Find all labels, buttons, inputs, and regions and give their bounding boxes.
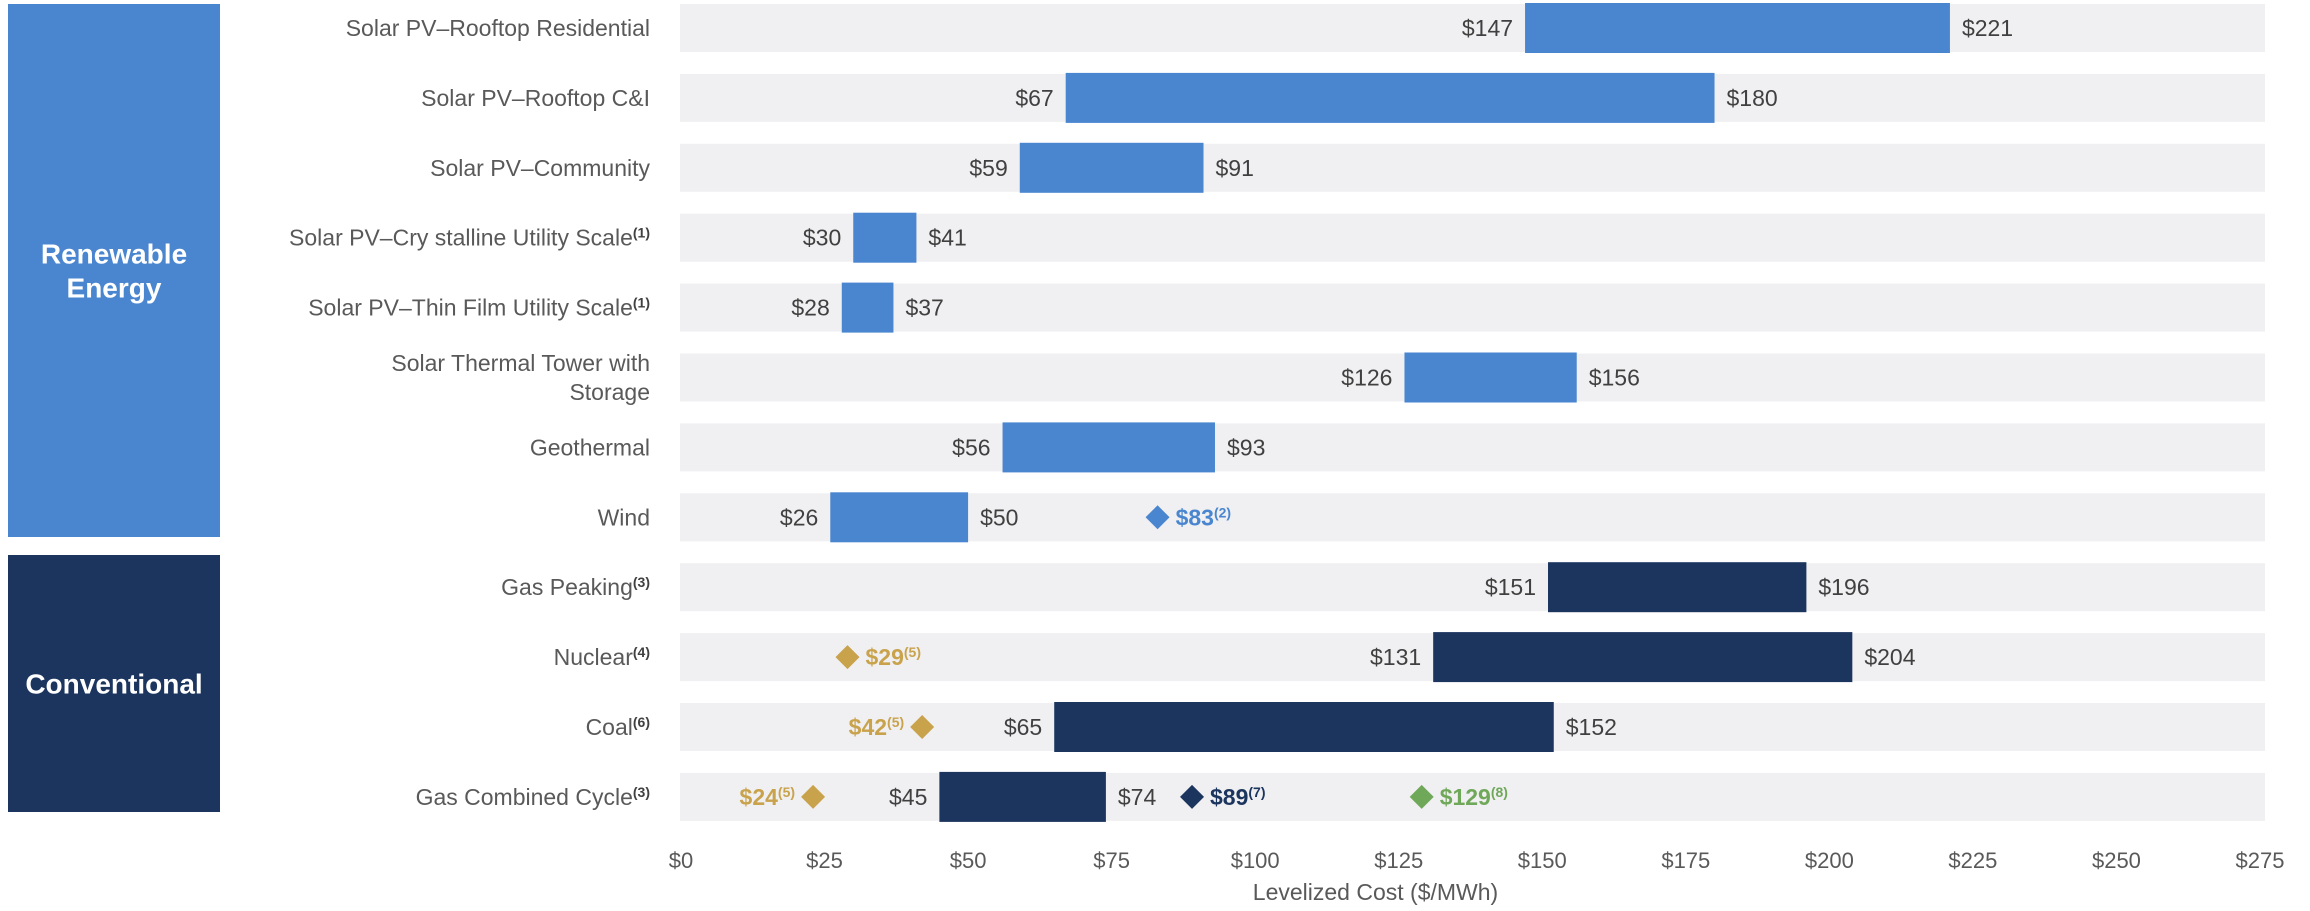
range-bar-0: [1525, 3, 1950, 53]
range-bar-2: [1019, 142, 1204, 193]
marker-diamond-0: [1145, 505, 1170, 530]
group-box-0: [8, 4, 220, 537]
marker-diamond-5: [1409, 784, 1434, 809]
x-tick-label-11: $275: [2236, 848, 2285, 873]
category-label-9: Nuclear(4): [554, 644, 650, 670]
high-label-5: $156: [1589, 365, 1640, 391]
low-label-8: $151: [1485, 574, 1536, 600]
low-label-3: $30: [803, 225, 841, 251]
category-label-5-1: Storage: [569, 379, 650, 405]
low-label-10: $65: [1004, 714, 1042, 740]
range-bar-8: [1548, 562, 1807, 613]
low-label-6: $56: [952, 434, 990, 460]
low-label-11: $45: [889, 784, 927, 810]
range-bar-6: [1002, 422, 1215, 473]
x-axis-title: Levelized Cost ($/MWh): [1253, 879, 1498, 905]
low-label-2: $59: [969, 155, 1007, 181]
marker-label-3: $24(5): [740, 784, 796, 810]
low-label-4: $28: [791, 295, 829, 321]
group-label-0-0: Renewable: [41, 239, 187, 270]
x-tick-label-7: $175: [1661, 848, 1710, 873]
marker-diamond-1: [835, 645, 860, 670]
range-bar-4: [841, 282, 894, 333]
x-tick-label-2: $50: [950, 848, 987, 873]
x-tick-label-10: $250: [2092, 848, 2141, 873]
category-label-10: Coal(6): [586, 714, 650, 740]
row-band: [680, 423, 2265, 472]
category-label-4: Solar PV–Thin Film Utility Scale(1): [308, 295, 650, 321]
range-bar-3: [853, 212, 917, 263]
x-tick-label-4: $100: [1231, 848, 1280, 873]
x-tick-label-1: $25: [806, 848, 843, 873]
marker-label-5: $129(8): [1440, 784, 1508, 810]
group-label-0-1: Energy: [67, 273, 162, 304]
category-label-6: Geothermal: [530, 434, 650, 460]
row-band: [680, 563, 2265, 612]
high-label-8: $196: [1818, 574, 1869, 600]
marker-diamond-2: [910, 715, 935, 739]
marker-label-4: $89(7): [1210, 784, 1266, 810]
row-band: [680, 143, 2265, 192]
high-label-7: $50: [980, 504, 1018, 530]
category-label-5-0: Solar Thermal Tower with: [391, 350, 650, 376]
low-label-0: $147: [1462, 15, 1513, 41]
category-label-2: Solar PV–Community: [430, 155, 650, 181]
x-tick-label-8: $200: [1805, 848, 1854, 873]
marker-diamond-4: [1180, 784, 1205, 809]
low-label-7: $26: [780, 504, 818, 530]
high-label-9: $204: [1864, 644, 1915, 670]
row-band: [680, 4, 2265, 52]
group-box-1: [8, 555, 220, 812]
category-label-7: Wind: [598, 504, 650, 530]
row-band: [680, 213, 2265, 262]
x-tick-label-3: $75: [1093, 848, 1130, 873]
high-label-2: $91: [1216, 155, 1254, 181]
category-label-3: Solar PV–Cry stalline Utility Scale(1): [289, 225, 650, 251]
high-label-0: $221: [1962, 15, 2013, 41]
category-label-8: Gas Peaking(3): [501, 574, 650, 600]
range-bar-11: [939, 771, 1106, 822]
group-label-1-0: Conventional: [25, 669, 202, 700]
range-bar-9: [1433, 632, 1853, 683]
high-label-10: $152: [1566, 714, 1617, 740]
high-label-1: $180: [1727, 85, 1778, 111]
x-tick-label-9: $225: [1948, 848, 1997, 873]
category-label-11: Gas Combined Cycle(3): [416, 784, 650, 810]
high-label-3: $41: [928, 225, 966, 251]
marker-label-0: $83(2): [1176, 504, 1232, 530]
range-bar-1: [1065, 72, 1715, 123]
marker-diamond-3: [801, 784, 826, 809]
category-label-0: Solar PV–Rooftop Residential: [346, 15, 650, 41]
category-label-1: Solar PV–Rooftop C&I: [421, 85, 650, 111]
low-label-9: $131: [1370, 644, 1421, 670]
high-label-11: $74: [1118, 784, 1157, 810]
low-label-5: $126: [1341, 365, 1392, 391]
marker-label-1: $29(5): [866, 644, 922, 670]
high-label-6: $93: [1227, 434, 1265, 460]
x-tick-label-5: $125: [1374, 848, 1423, 873]
high-label-4: $37: [905, 295, 943, 321]
low-label-1: $67: [1015, 85, 1053, 111]
range-bar-10: [1054, 702, 1554, 752]
x-tick-label-6: $150: [1518, 848, 1567, 873]
range-bar-5: [1404, 352, 1577, 403]
marker-label-2: $42(5): [849, 714, 905, 740]
row-band: [680, 283, 2265, 332]
range-bar-7: [830, 492, 969, 543]
x-tick-label-0: $0: [669, 848, 693, 873]
